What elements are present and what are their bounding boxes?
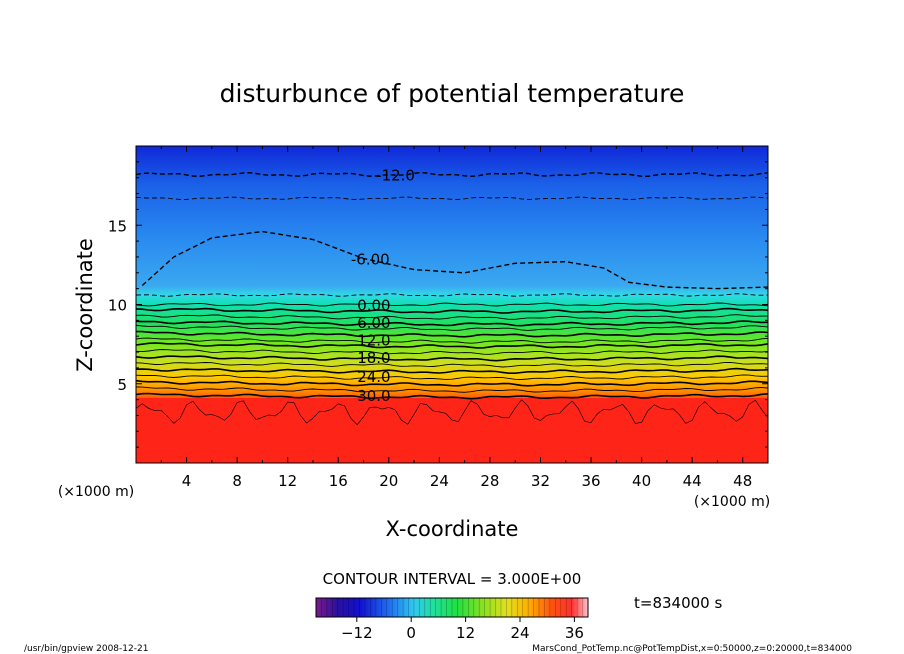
x-tick-label: 4 — [182, 472, 192, 490]
contour-label: 18.0 — [357, 349, 390, 367]
x-tick-label: 20 — [379, 472, 398, 490]
contour-label: -6.00 — [351, 251, 390, 269]
footer-right: MarsCond_PotTemp.nc@PotTempDist,x=0:5000… — [532, 644, 852, 654]
time-label: t=834000 s — [634, 594, 722, 612]
contour-label: -12.0 — [376, 167, 415, 185]
contour-label: 30.0 — [357, 387, 390, 405]
colorbar-ticks: −12 0 12 24 36 — [315, 598, 589, 642]
x-tick-label: 24 — [430, 472, 449, 490]
x-tick-label: 44 — [683, 472, 702, 490]
contour-line — [136, 392, 768, 400]
x-axis: 4 8 12 16 20 24 28 32 36 40 44 48 — [160, 146, 752, 490]
contour-label: 24.0 — [357, 368, 390, 386]
x-tick-label: 16 — [329, 472, 348, 490]
contour-line — [136, 342, 768, 349]
x-axis-label: X-coordinate — [386, 517, 519, 541]
colorbar-tick-label: 0 — [406, 624, 416, 642]
contour-line — [136, 349, 768, 355]
contour-label: 12.0 — [357, 331, 390, 349]
chart-title: disturbunce of potential temperature — [220, 79, 685, 108]
contour-line-dashed — [136, 171, 768, 178]
contour-interval: CONTOUR INTERVAL = 3.000E+00 — [323, 570, 582, 588]
contour-line — [136, 324, 768, 331]
contour-line — [136, 320, 768, 327]
footer-left: /usr/bin/gpview 2008-12-21 — [24, 644, 148, 654]
contour-line — [136, 302, 768, 307]
colorbar-tick-label: 12 — [456, 624, 475, 642]
y-unit-label: (×1000 m) — [58, 484, 134, 500]
x-tick-label: 40 — [632, 472, 651, 490]
colorbar — [315, 597, 589, 618]
contour-line — [136, 367, 768, 374]
contour-line — [136, 314, 768, 320]
contour-line — [136, 355, 768, 362]
contour-line — [136, 386, 768, 393]
contour-line-minus6 — [141, 230, 768, 290]
y-axis: 5 10 15 — [108, 161, 768, 448]
x-unit-label: (×1000 m) — [694, 494, 770, 510]
colorbar-tick-label: 24 — [510, 624, 529, 642]
y-axis-label: Z-coordinate — [73, 238, 97, 372]
x-tick-label: 28 — [480, 472, 499, 490]
contour-line-dashed — [136, 196, 768, 200]
colorbar-tick-label: −12 — [341, 624, 373, 642]
contour-line — [136, 330, 768, 338]
colorbar-tick-label: 36 — [565, 624, 584, 642]
x-tick-label: 36 — [581, 472, 600, 490]
y-tick-label: 10 — [108, 297, 127, 315]
x-tick-label: 48 — [733, 472, 752, 490]
y-tick-label: 15 — [108, 217, 127, 235]
contour-line — [136, 379, 768, 387]
x-tick-label: 12 — [278, 472, 297, 490]
contour-line-warm — [136, 399, 768, 426]
contour-label: 0.00 — [357, 297, 390, 315]
x-tick-label: 8 — [232, 472, 242, 490]
contour-line — [136, 374, 768, 380]
contour-line-dashed — [136, 293, 768, 297]
warm-layer — [136, 398, 768, 463]
y-tick-label: 5 — [117, 376, 127, 394]
contour-line — [136, 361, 768, 368]
x-tick-label: 32 — [531, 472, 550, 490]
contour-line — [136, 337, 768, 344]
contour-line — [136, 307, 768, 314]
contour-label: 6.00 — [357, 314, 390, 332]
